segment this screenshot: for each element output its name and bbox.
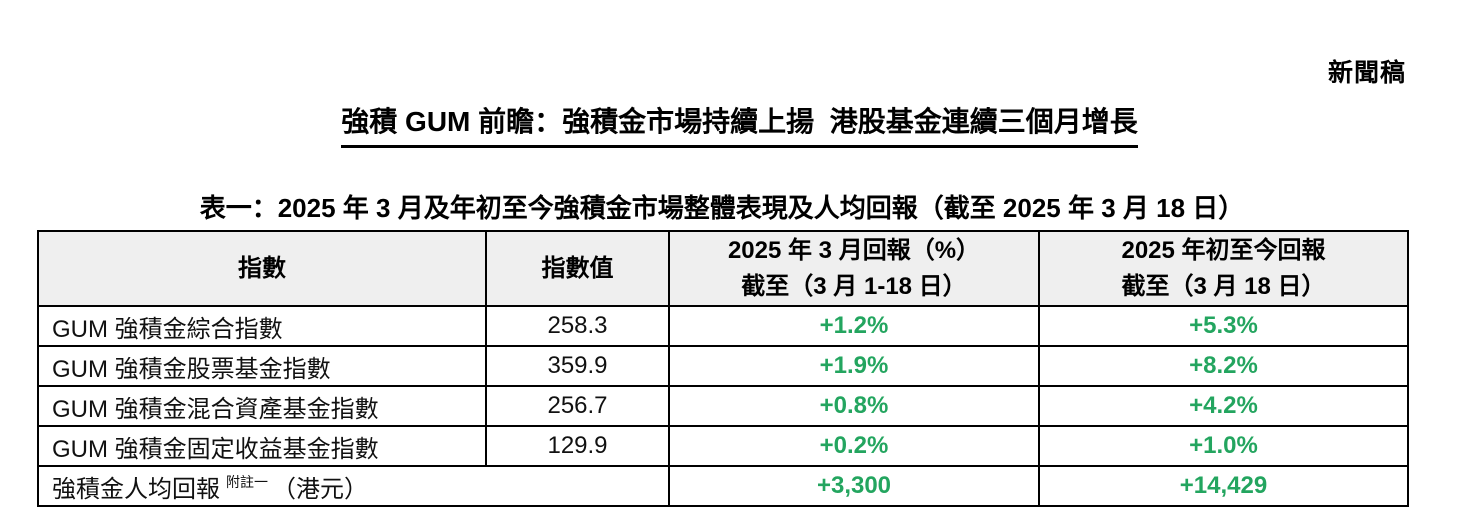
header-line: 指數值 (541, 254, 614, 282)
footnote-reference: 附註一 (226, 473, 268, 490)
table-row: GUM 強積金固定收益基金指數 129.9 +0.2% +1.0% (37, 425, 1409, 467)
index-name-cell: GUM 強積金綜合指數 (37, 305, 487, 347)
index-value-cell: 258.3 (485, 305, 670, 347)
per-capita-return-row: 強積金人均回報 附註一 （港元） +3,300 +14,429 (37, 465, 1409, 507)
table-row: GUM 強積金股票基金指數 359.9 +1.9% +8.2% (37, 345, 1409, 387)
document-title-text: 強積 GUM 前瞻：強積金市場持續上揚 港股基金連續三個月增長 (341, 100, 1138, 148)
press-release-label: 新聞稿 (1327, 59, 1406, 87)
header-line: 指數 (238, 254, 286, 282)
per-capita-label-suffix: （港元） (272, 475, 368, 503)
march-return-cell: +0.2% (668, 425, 1040, 467)
march-return-cell: +0.8% (668, 385, 1040, 427)
column-header-march-return: 2025 年 3 月回報（%） 截至（3 月 1-18 日） (668, 230, 1040, 307)
header-line: 截至（3 月 18 日） (1121, 272, 1326, 300)
index-value-cell: 359.9 (485, 345, 670, 387)
index-value-cell: 256.7 (485, 385, 670, 427)
index-name-cell: GUM 強積金股票基金指數 (37, 345, 487, 387)
ytd-return-cell: +1.0% (1038, 425, 1409, 467)
table-caption: 表一：2025 年 3 月及年初至今強積金市場整體表現及人均回報（截至 2025… (199, 193, 1245, 223)
column-header-index: 指數 (37, 230, 487, 307)
header-line: 截至（3 月 1-18 日） (741, 272, 967, 300)
march-return-cell: +1.9% (668, 345, 1040, 387)
header-line: 2025 年 3 月回報（%） (727, 236, 981, 264)
index-name-cell: GUM 強積金混合資產基金指數 (37, 385, 487, 427)
index-name-cell: GUM 強積金固定收益基金指數 (37, 425, 487, 467)
table-row: GUM 強積金綜合指數 258.3 +1.2% +5.3% (37, 305, 1409, 347)
ytd-return-cell: +14,429 (1038, 465, 1409, 507)
ytd-return-cell: +5.3% (1038, 305, 1409, 347)
per-capita-label: 強積金人均回報 (52, 475, 220, 503)
table-row: GUM 強積金混合資產基金指數 256.7 +0.8% +4.2% (37, 385, 1409, 427)
ytd-return-cell: +4.2% (1038, 385, 1409, 427)
index-value-cell: 129.9 (485, 425, 670, 467)
document-title: 強積 GUM 前瞻：強積金市場持續上揚 港股基金連續三個月增長 (0, 100, 1479, 148)
per-capita-label-cell: 強積金人均回報 附註一 （港元） (37, 465, 670, 507)
table-header-row: 指數 指數值 2025 年 3 月回報（%） 截至（3 月 1-18 日） 20… (37, 230, 1409, 307)
march-return-cell: +1.2% (668, 305, 1040, 347)
ytd-return-cell: +8.2% (1038, 345, 1409, 387)
column-header-index-value: 指數值 (485, 230, 670, 307)
march-return-cell: +3,300 (668, 465, 1040, 507)
mpf-performance-table: 指數 指數值 2025 年 3 月回報（%） 截至（3 月 1-18 日） 20… (37, 230, 1409, 507)
header-line: 2025 年初至今回報 (1121, 236, 1326, 264)
column-header-ytd-return: 2025 年初至今回報 截至（3 月 18 日） (1038, 230, 1409, 307)
